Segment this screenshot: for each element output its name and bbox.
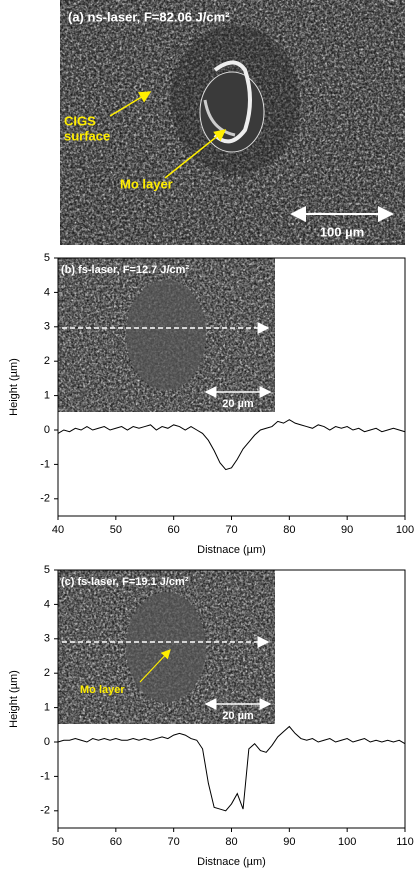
x-axis-label: Distnace (µm) [197, 856, 266, 868]
annotation: Mo layer [80, 684, 125, 696]
y-tick-label: 5 [44, 252, 50, 264]
y-tick-label: -1 [40, 770, 50, 782]
y-axis-label: Height (µm) [8, 670, 20, 728]
x-tick-label: 70 [225, 524, 237, 536]
y-tick-label: -1 [40, 458, 50, 470]
x-tick-label: 40 [52, 524, 64, 536]
panel-label: (a) ns-laser, F=82.06 J/cm² [68, 9, 230, 24]
y-tick-label: 4 [44, 598, 50, 610]
x-tick-label: 90 [283, 836, 295, 848]
y-tick-label: 2 [44, 355, 50, 367]
annotation: Mo layer [120, 176, 173, 191]
laser-spot [126, 592, 206, 702]
sem-image-a: (a) ns-laser, F=82.06 J/cm² CIGS surface… [60, 0, 405, 245]
chart: 20 µm (b) fs-laser, F=12.7 J/cm² -2 -1 0 1 2 3 4… [8, 252, 414, 556]
profile-line [57, 419, 406, 471]
x-tick-label: 70 [168, 836, 180, 848]
annotation: surface [64, 128, 110, 143]
chart: 20 µm (c) fs-laser, F=19.1 J/cm² Mo layer -… [8, 564, 414, 868]
x-tick-label: 60 [110, 836, 122, 848]
y-tick-label: 5 [44, 564, 50, 576]
y-tick-label: -2 [40, 493, 50, 505]
y-tick-label: 4 [44, 286, 50, 298]
y-tick-label: 0 [44, 424, 50, 436]
x-axis-label: Distnace (µm) [197, 544, 266, 556]
profile-line [57, 725, 406, 812]
y-tick-label: 1 [44, 390, 50, 402]
inset-label: (b) fs-laser, F=12.7 J/cm² [61, 264, 189, 276]
y-tick-label: -2 [40, 805, 50, 817]
x-tick-label: 80 [283, 524, 295, 536]
y-tick-label: 0 [44, 736, 50, 748]
x-tick-label: 50 [110, 524, 122, 536]
scale-bar-label: 20 µm [222, 398, 254, 410]
x-tick-label: 100 [396, 524, 414, 536]
y-tick-label: 3 [44, 321, 50, 333]
laser-spot [126, 280, 206, 390]
annotation: CIGS [64, 113, 96, 128]
x-tick-label: 100 [338, 836, 356, 848]
x-tick-label: 50 [52, 836, 64, 848]
y-tick-label: 1 [44, 702, 50, 714]
scale-bar-label: 100 µm [320, 224, 364, 239]
y-axis-label: Height (µm) [8, 358, 20, 416]
x-tick-label: 110 [396, 836, 414, 848]
y-tick-label: 2 [44, 667, 50, 679]
scale-bar-label: 20 µm [222, 710, 254, 722]
y-tick-label: 3 [44, 633, 50, 645]
inset-label: (c) fs-laser, F=19.1 J/cm² [61, 576, 189, 588]
x-tick-label: 60 [168, 524, 180, 536]
annotation-arrow [139, 649, 171, 683]
x-tick-label: 80 [225, 836, 237, 848]
x-tick-label: 90 [341, 524, 353, 536]
